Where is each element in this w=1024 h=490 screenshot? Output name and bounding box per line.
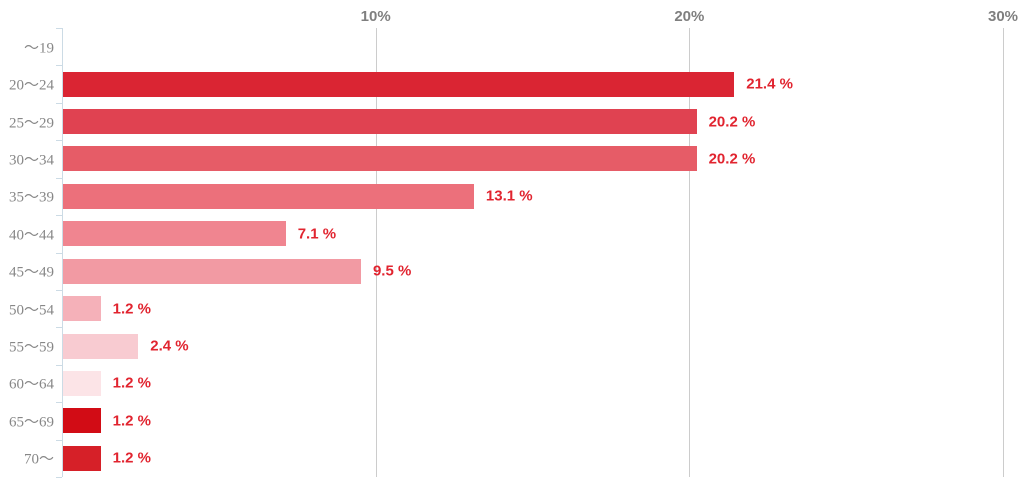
category-label: 50〜54 [8, 302, 54, 319]
category-label: 45〜49 [8, 264, 54, 281]
y-axis-tick [56, 289, 62, 291]
category-label: 40〜44 [8, 227, 54, 244]
bar[interactable] [63, 333, 139, 359]
bar[interactable] [63, 109, 697, 135]
bar[interactable] [63, 146, 697, 172]
y-axis-tick [56, 327, 62, 329]
y-axis-line [62, 28, 63, 477]
category-label: 25〜29 [8, 115, 54, 132]
y-axis-tick [56, 177, 62, 179]
bar-value-label: 7.1 % [297, 225, 337, 243]
x-axis-tick-label: 20% [674, 8, 705, 25]
bar[interactable] [63, 296, 101, 322]
category-label: 20〜24 [8, 77, 54, 94]
category-label: 〜19 [23, 40, 54, 57]
bar-value-label: 13.1 % [485, 187, 533, 205]
bar-value-label: 20.2 % [708, 113, 756, 131]
category-label: 70〜 [23, 451, 54, 468]
category-label: 30〜34 [8, 152, 54, 169]
y-axis-tick [56, 28, 62, 29]
y-axis-tick [56, 140, 62, 142]
x-gridline [375, 28, 377, 477]
bar-value-label: 1.2 % [112, 300, 151, 318]
bar-value-label: 21.4 % [746, 75, 793, 93]
bar-value-label: 1.2 % [112, 374, 151, 392]
y-axis-tick [56, 439, 62, 441]
bar-value-label: 1.2 % [112, 412, 151, 430]
category-label: 65〜69 [8, 414, 54, 431]
y-axis-tick [56, 215, 62, 217]
bar-value-label: 9.5 % [372, 262, 412, 280]
bar-value-label: 2.4 % [150, 337, 189, 355]
y-axis-tick [56, 65, 62, 67]
x-gridline [689, 28, 691, 477]
bar[interactable] [63, 258, 361, 284]
bar[interactable] [63, 71, 735, 97]
bar[interactable] [63, 370, 101, 396]
y-axis-tick [56, 364, 62, 366]
y-axis-tick [56, 477, 62, 478]
bar[interactable] [63, 445, 101, 471]
bar[interactable] [63, 408, 101, 434]
x-axis-tick-label: 30% [987, 8, 1019, 25]
bar[interactable] [63, 183, 474, 209]
category-label: 35〜39 [8, 189, 54, 206]
category-label: 60〜64 [8, 376, 54, 393]
y-axis-tick [56, 102, 62, 104]
y-axis-tick [56, 402, 62, 404]
bar-value-label: 20.2 % [708, 150, 756, 168]
y-axis-tick [56, 252, 62, 254]
x-gridline [1003, 28, 1004, 477]
bar[interactable] [63, 221, 286, 247]
x-axis-tick-label: 10% [360, 8, 391, 25]
bar-value-label: 1.2 % [112, 449, 151, 467]
category-label: 55〜59 [8, 339, 54, 356]
